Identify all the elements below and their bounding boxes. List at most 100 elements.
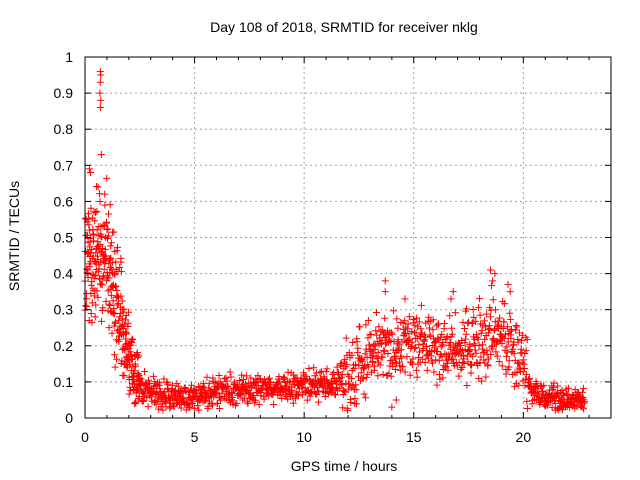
data-point-marker bbox=[496, 314, 504, 322]
data-point-marker bbox=[446, 312, 454, 320]
data-point-marker bbox=[91, 272, 99, 280]
data-point-marker bbox=[340, 388, 348, 396]
data-point-marker bbox=[392, 355, 400, 363]
data-point-marker bbox=[155, 379, 163, 387]
data-point-marker bbox=[393, 315, 401, 323]
data-point-marker bbox=[153, 391, 161, 399]
data-point-marker bbox=[96, 78, 104, 86]
data-point-marker bbox=[106, 302, 114, 310]
data-point-marker bbox=[399, 363, 407, 371]
data-point-marker bbox=[291, 395, 299, 403]
data-point-marker bbox=[410, 344, 418, 352]
data-point-marker bbox=[339, 387, 347, 395]
data-point-marker bbox=[425, 313, 433, 321]
data-point-marker bbox=[92, 249, 100, 257]
data-point-marker bbox=[449, 288, 457, 296]
data-point-marker bbox=[132, 362, 140, 370]
data-point-marker bbox=[303, 396, 311, 404]
data-point-marker bbox=[122, 329, 130, 337]
data-point-marker bbox=[498, 339, 506, 347]
data-point-marker bbox=[405, 313, 413, 321]
data-point-marker bbox=[470, 313, 478, 321]
data-point-marker bbox=[238, 371, 246, 379]
data-point-marker bbox=[117, 258, 125, 266]
data-point-marker bbox=[204, 402, 212, 410]
data-point-marker bbox=[374, 348, 382, 356]
data-point-marker bbox=[415, 341, 423, 349]
data-point-marker bbox=[413, 373, 421, 381]
data-point-marker bbox=[246, 389, 254, 397]
data-point-marker bbox=[87, 204, 95, 212]
data-point-marker bbox=[375, 323, 383, 331]
data-point-marker bbox=[111, 363, 119, 371]
data-point-marker bbox=[86, 263, 94, 271]
data-point-marker bbox=[381, 314, 389, 322]
data-point-marker bbox=[362, 321, 370, 329]
data-point-marker bbox=[138, 378, 146, 386]
data-point-marker bbox=[485, 355, 493, 363]
data-point-marker bbox=[252, 378, 260, 386]
data-point-marker bbox=[548, 403, 556, 411]
data-point-marker bbox=[447, 356, 455, 364]
data-point-marker bbox=[442, 363, 450, 371]
data-point-marker bbox=[369, 357, 377, 365]
data-point-marker bbox=[415, 318, 423, 326]
data-point-marker bbox=[438, 330, 446, 338]
data-point-marker bbox=[493, 338, 501, 346]
data-point-marker bbox=[429, 316, 437, 324]
data-point-marker bbox=[99, 222, 107, 230]
data-point-marker bbox=[520, 364, 528, 372]
data-point-marker bbox=[289, 399, 297, 407]
data-point-marker bbox=[508, 345, 516, 353]
data-point-marker bbox=[105, 210, 113, 218]
data-point-marker bbox=[500, 334, 508, 342]
data-point-marker bbox=[467, 369, 475, 377]
data-point-marker bbox=[511, 383, 519, 391]
data-point-marker bbox=[517, 345, 525, 353]
data-point-marker bbox=[97, 96, 105, 104]
data-point-marker bbox=[505, 357, 513, 365]
data-point-marker bbox=[367, 330, 375, 338]
y-tick-label: 0 bbox=[65, 410, 73, 426]
data-point-marker bbox=[306, 392, 314, 400]
data-point-marker bbox=[483, 310, 491, 318]
data-point-marker bbox=[211, 378, 219, 386]
data-point-marker bbox=[494, 317, 502, 325]
data-point-marker bbox=[88, 319, 96, 327]
data-point-marker bbox=[365, 341, 373, 349]
data-point-marker bbox=[103, 226, 111, 234]
data-point-marker bbox=[395, 341, 403, 349]
data-point-marker bbox=[144, 376, 152, 384]
data-point-marker bbox=[222, 374, 230, 382]
data-point-marker bbox=[255, 401, 263, 409]
data-point-marker bbox=[107, 239, 115, 247]
data-point-marker bbox=[424, 351, 432, 359]
data-point-marker bbox=[525, 376, 533, 384]
data-point-marker bbox=[338, 381, 346, 389]
data-point-marker bbox=[493, 352, 501, 360]
data-point-marker bbox=[250, 391, 258, 399]
data-point-marker bbox=[95, 190, 103, 198]
data-point-marker bbox=[360, 365, 368, 373]
data-point-marker bbox=[372, 327, 380, 335]
data-point-marker bbox=[476, 311, 484, 319]
data-point-marker bbox=[120, 321, 128, 329]
data-point-marker bbox=[110, 304, 118, 312]
data-point-marker bbox=[226, 368, 234, 376]
data-point-marker bbox=[130, 373, 138, 381]
data-point-marker bbox=[227, 373, 235, 381]
x-tick-label: 20 bbox=[516, 429, 532, 445]
data-point-marker bbox=[505, 363, 513, 371]
data-point-marker bbox=[489, 296, 497, 304]
data-point-marker bbox=[444, 359, 452, 367]
data-point-marker bbox=[351, 395, 359, 403]
data-point-marker bbox=[522, 371, 530, 379]
data-point-marker bbox=[203, 373, 211, 381]
data-point-marker bbox=[481, 317, 489, 325]
y-tick-label: 1 bbox=[65, 49, 73, 65]
data-point-marker bbox=[504, 323, 512, 331]
data-point-marker bbox=[103, 174, 111, 182]
data-point-marker bbox=[501, 330, 509, 338]
data-point-marker bbox=[486, 313, 494, 321]
